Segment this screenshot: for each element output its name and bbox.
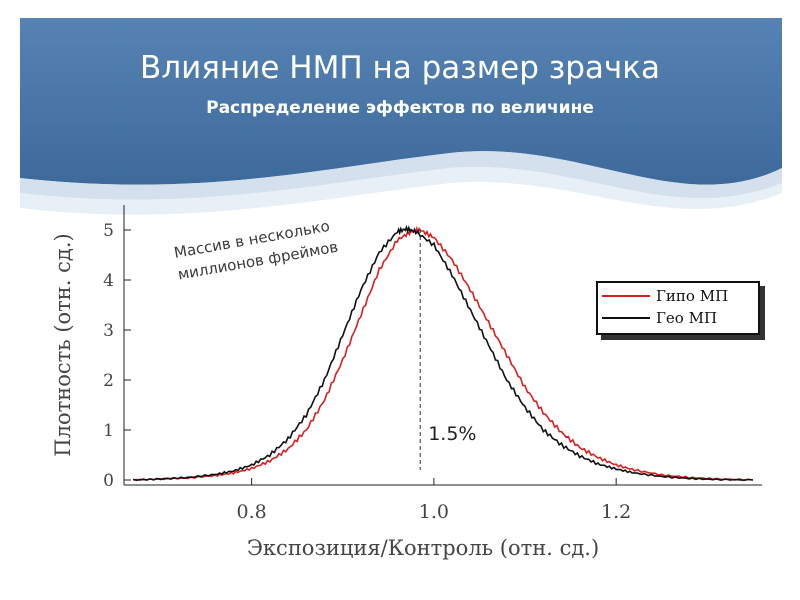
y-tick-label: 3 [103,321,114,341]
y-tick-label: 4 [103,271,114,291]
x-axis-label: Экспозиция/Контроль (отн. сд.) [247,536,599,560]
series-line-geo [132,224,754,482]
y-tick-label: 0 [103,471,114,491]
header-banner [20,18,782,215]
legend-swatch-hypo [602,295,650,297]
legend-swatch-geo [602,317,650,319]
x-tick-label: 0.8 [236,501,266,523]
legend-label-geo: Гео МП [656,309,718,327]
legend-label-hypo: Гипо МП [656,287,729,305]
slide-title: Влияние НМП на размер зрачка [140,50,660,86]
x-tick-label: 1.2 [601,501,631,523]
y-tick-label: 5 [103,221,114,241]
y-axis-label: Плотность (отн. сд.) [51,233,75,456]
slide-subtitle: Распределение эффектов по величине [206,98,594,118]
chart-series [132,224,754,482]
x-tick-label: 1.0 [419,501,449,523]
legend-item-geo: Гео МП [602,308,756,328]
y-tick-label: 1 [103,421,114,441]
legend-item-hypo: Гипо МП [602,286,756,306]
y-tick-label: 2 [103,371,114,391]
shift-label: 1.5% [428,423,476,445]
series-line-hypo [133,225,754,482]
chart-legend: Гипо МП Гео МП [596,281,760,335]
chart-axes [123,205,762,486]
